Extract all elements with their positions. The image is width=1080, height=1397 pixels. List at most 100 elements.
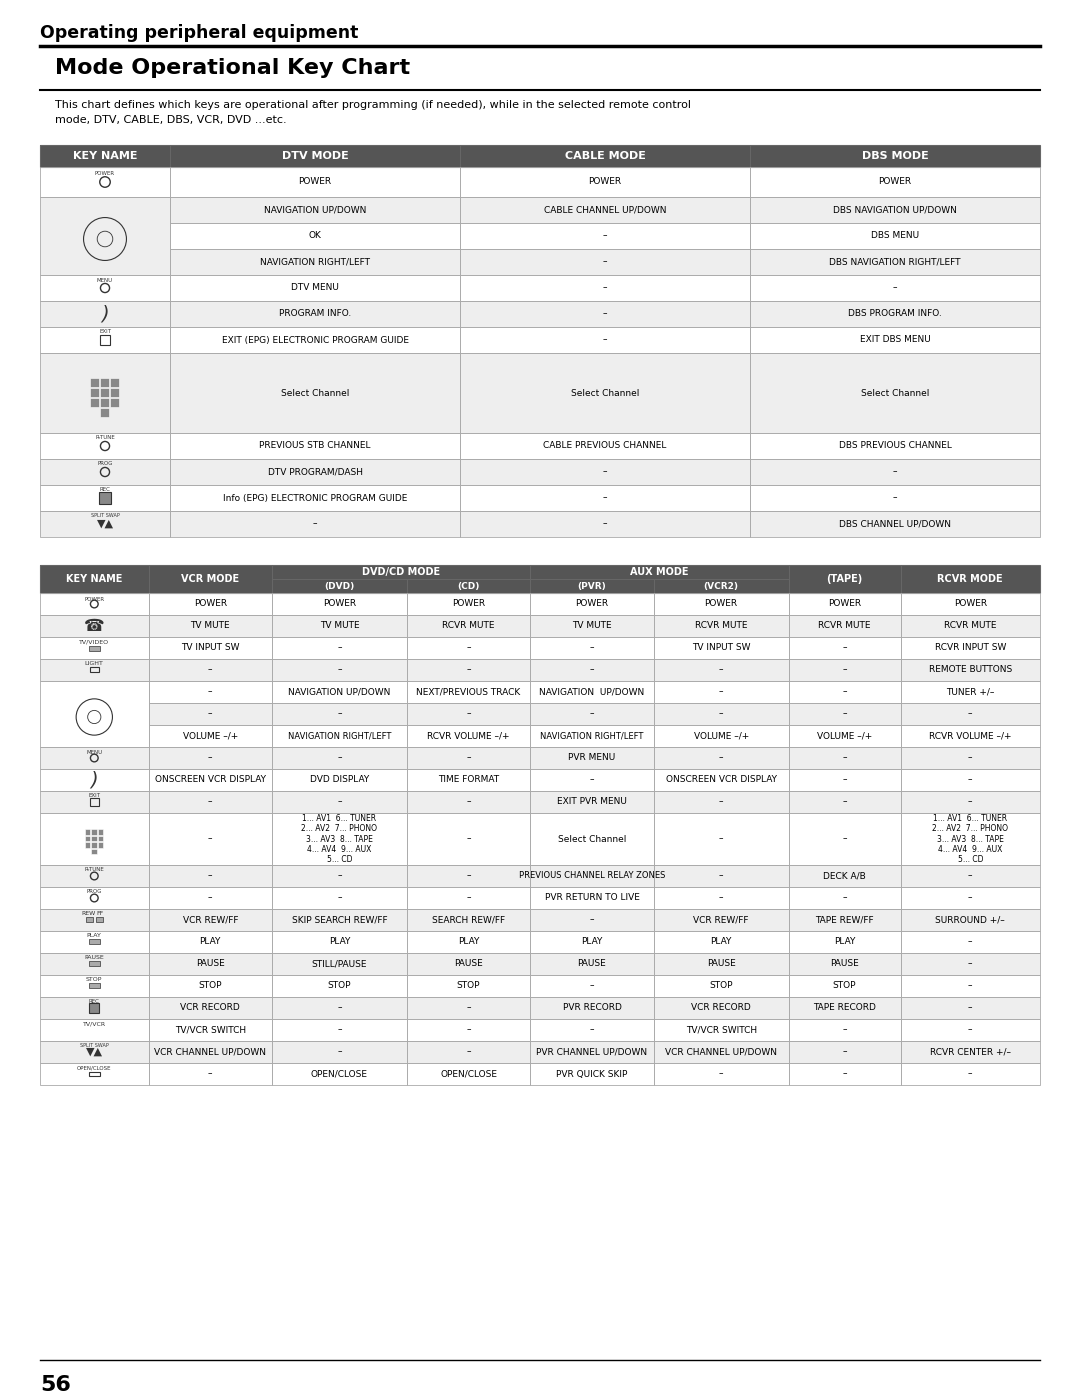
- Text: –: –: [337, 798, 341, 806]
- Bar: [91, 842, 96, 848]
- Bar: [40, 460, 170, 485]
- Bar: [97, 830, 103, 835]
- Bar: [407, 930, 530, 953]
- Text: EXIT: EXIT: [99, 330, 111, 334]
- Text: –: –: [208, 665, 213, 675]
- Bar: [788, 703, 901, 725]
- Bar: [149, 791, 272, 813]
- Text: VCR RECORD: VCR RECORD: [180, 1003, 240, 1013]
- Bar: [460, 327, 750, 353]
- Bar: [530, 997, 653, 1018]
- Bar: [149, 887, 272, 909]
- Text: –: –: [968, 894, 972, 902]
- Text: EXIT (EPG) ELECTRONIC PROGRAM GUIDE: EXIT (EPG) ELECTRONIC PROGRAM GUIDE: [221, 335, 408, 345]
- Bar: [40, 592, 149, 615]
- Text: AUX MODE: AUX MODE: [630, 567, 689, 577]
- Bar: [530, 813, 653, 865]
- Bar: [901, 909, 1040, 930]
- Bar: [901, 703, 1040, 725]
- Bar: [750, 327, 1040, 353]
- Bar: [788, 1041, 901, 1063]
- Bar: [99, 335, 110, 345]
- Bar: [460, 353, 750, 433]
- Bar: [901, 725, 1040, 747]
- Text: –: –: [719, 834, 724, 844]
- Bar: [901, 865, 1040, 887]
- Bar: [901, 768, 1040, 791]
- Bar: [91, 835, 96, 841]
- Text: –: –: [842, 834, 847, 844]
- Text: –: –: [893, 468, 897, 476]
- Bar: [653, 768, 788, 791]
- Text: VCR REW/FF: VCR REW/FF: [693, 915, 748, 925]
- Bar: [149, 747, 272, 768]
- Text: Operating peripheral equipment: Operating peripheral equipment: [40, 24, 359, 42]
- Bar: [530, 725, 653, 747]
- Bar: [272, 1063, 407, 1085]
- Text: KEY NAME: KEY NAME: [72, 151, 137, 161]
- Text: ▼▲: ▼▲: [96, 520, 113, 529]
- Text: PVR CHANNEL UP/DOWN: PVR CHANNEL UP/DOWN: [537, 1048, 648, 1056]
- Text: ONSCREEN VCR DISPLAY: ONSCREEN VCR DISPLAY: [665, 775, 777, 785]
- Bar: [407, 1063, 530, 1085]
- Bar: [272, 953, 407, 975]
- Text: –: –: [603, 257, 607, 267]
- Bar: [40, 511, 170, 536]
- Bar: [149, 791, 272, 813]
- Bar: [460, 168, 750, 197]
- Text: STOP: STOP: [199, 982, 222, 990]
- Bar: [530, 703, 653, 725]
- Bar: [901, 1018, 1040, 1041]
- Text: –: –: [968, 872, 972, 880]
- Text: PAUSE: PAUSE: [84, 956, 104, 960]
- Bar: [170, 197, 460, 224]
- Bar: [460, 327, 750, 353]
- Bar: [149, 1041, 272, 1063]
- Text: MENU: MENU: [86, 750, 103, 754]
- Bar: [170, 145, 460, 168]
- Text: –: –: [968, 775, 972, 785]
- Text: RCVR VOLUME –/+: RCVR VOLUME –/+: [428, 732, 510, 740]
- Bar: [407, 930, 530, 953]
- Bar: [272, 725, 407, 747]
- Bar: [788, 865, 901, 887]
- Bar: [272, 747, 407, 768]
- Text: SKIP SEARCH REW/FF: SKIP SEARCH REW/FF: [292, 915, 388, 925]
- Text: –: –: [467, 1048, 471, 1056]
- Bar: [170, 327, 460, 353]
- Bar: [653, 909, 788, 930]
- Bar: [788, 953, 901, 975]
- Text: PAUSE: PAUSE: [578, 960, 606, 968]
- Text: –: –: [842, 798, 847, 806]
- Bar: [149, 592, 272, 615]
- Bar: [901, 615, 1040, 637]
- Text: TUNER +/–: TUNER +/–: [946, 687, 995, 697]
- Bar: [750, 249, 1040, 275]
- Bar: [170, 224, 460, 249]
- Bar: [170, 224, 460, 249]
- Bar: [653, 1018, 788, 1041]
- Bar: [750, 275, 1040, 300]
- Bar: [653, 1063, 788, 1085]
- Text: NAVIGATION UP/DOWN: NAVIGATION UP/DOWN: [288, 687, 391, 697]
- Bar: [653, 865, 788, 887]
- Bar: [653, 1063, 788, 1085]
- Bar: [460, 145, 750, 168]
- Bar: [40, 1018, 149, 1041]
- Text: VCR CHANNEL UP/DOWN: VCR CHANNEL UP/DOWN: [665, 1048, 778, 1056]
- Bar: [40, 1041, 149, 1063]
- Bar: [788, 768, 901, 791]
- Bar: [530, 564, 788, 592]
- Text: –: –: [337, 753, 341, 763]
- Bar: [530, 865, 653, 887]
- Text: PVR RETURN TO LIVE: PVR RETURN TO LIVE: [544, 894, 639, 902]
- Bar: [272, 930, 407, 953]
- Bar: [407, 615, 530, 637]
- Text: STILL/PAUSE: STILL/PAUSE: [312, 960, 367, 968]
- Bar: [149, 680, 272, 703]
- Text: Mode Operational Key Chart: Mode Operational Key Chart: [55, 59, 410, 78]
- Text: PVR QUICK SKIP: PVR QUICK SKIP: [556, 1070, 627, 1078]
- Bar: [901, 564, 1040, 592]
- Bar: [653, 1041, 788, 1063]
- Bar: [272, 887, 407, 909]
